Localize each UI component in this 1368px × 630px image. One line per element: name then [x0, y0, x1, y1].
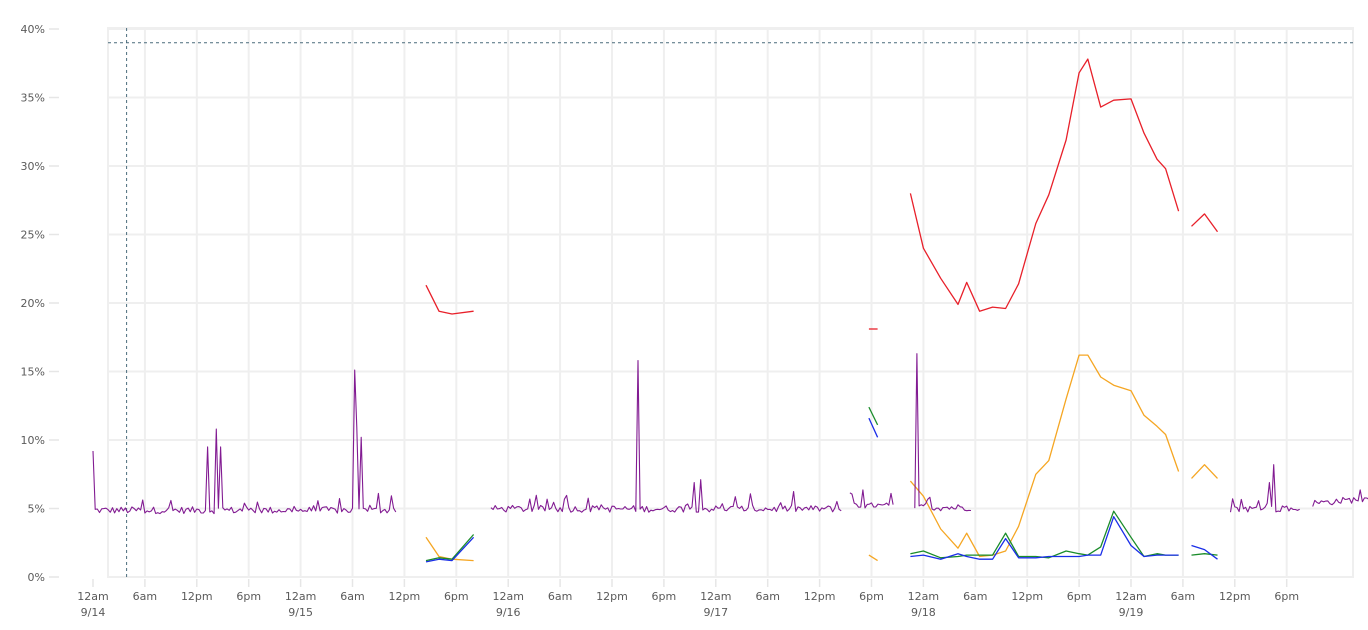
series-segment — [92, 369, 397, 515]
series-segment — [1191, 544, 1218, 560]
x-tick-label: 6am — [755, 590, 779, 603]
x-date-label: 9/18 — [911, 606, 936, 619]
x-date-label: 9/14 — [81, 606, 106, 619]
series-segment — [909, 354, 1180, 558]
y-tick-label: 15% — [21, 366, 45, 379]
x-tick-label: 12am — [77, 590, 108, 603]
y-tick-label: 30% — [21, 160, 45, 173]
series-segment — [425, 536, 474, 562]
y-tick-label: 35% — [21, 92, 45, 105]
x-tick-label: 12am — [700, 590, 731, 603]
series-segment — [849, 489, 894, 509]
x-tick-label: 12pm — [804, 590, 836, 603]
x-date-label: 9/15 — [288, 606, 313, 619]
series-segment — [1191, 464, 1218, 479]
x-tick-label: 6am — [548, 590, 572, 603]
y-tick-label: 20% — [21, 297, 45, 310]
series-segment — [868, 406, 879, 426]
series-segment — [914, 353, 972, 512]
x-tick-label: 12am — [908, 590, 939, 603]
series-orange — [425, 354, 1218, 562]
series-green — [425, 406, 1218, 562]
series-purple — [92, 353, 1368, 515]
y-tick-label: 10% — [21, 434, 45, 447]
x-tick-label: 12pm — [181, 590, 213, 603]
x-tick-label: 6pm — [859, 590, 884, 603]
series-red — [425, 58, 1219, 330]
series-segment — [425, 284, 474, 315]
series-segment — [490, 359, 842, 513]
series-segment — [910, 510, 1179, 559]
series-segment — [1191, 553, 1218, 556]
x-tick-label: 6pm — [652, 590, 677, 603]
x-tick-label: 12pm — [389, 590, 421, 603]
y-axis: 40% 35% 30% 25% 20% 15% 10% 5% 0% — [21, 23, 59, 584]
x-tick-label: 6am — [963, 590, 987, 603]
series-segment — [425, 536, 475, 563]
series-blue — [425, 417, 1218, 563]
x-tick-label: 12am — [285, 590, 316, 603]
series-segment — [1312, 489, 1368, 507]
series-segment — [425, 534, 475, 562]
x-axis: 12am 9/14 6am 12pm 6pm 12am 9/15 6am 12pm 6pm 12am… — [77, 579, 1299, 619]
y-tick-label: 0% — [28, 571, 45, 584]
x-tick-label: 6am — [1171, 590, 1195, 603]
series-segment — [910, 516, 1179, 560]
x-tick-label: 6pm — [444, 590, 469, 603]
x-tick-label: 6pm — [1274, 590, 1299, 603]
series-segment — [909, 58, 1180, 312]
x-tick-label: 12am — [492, 590, 523, 603]
x-date-label: 9/16 — [496, 606, 521, 619]
reference-lines — [108, 28, 1353, 577]
x-tick-label: 12pm — [1219, 590, 1251, 603]
x-tick-label: 12am — [1115, 590, 1146, 603]
x-tick-label: 6am — [340, 590, 364, 603]
x-tick-label: 12pm — [1011, 590, 1043, 603]
grid-lines — [107, 27, 1354, 578]
y-tick-label: 25% — [21, 229, 45, 242]
y-tick-label: 40% — [21, 23, 45, 36]
series-segment — [1191, 213, 1219, 233]
y-tick-label: 5% — [28, 503, 45, 516]
x-date-label: 9/17 — [703, 606, 728, 619]
x-tick-label: 12pm — [596, 590, 628, 603]
series-segment — [868, 554, 878, 562]
series-segment — [1229, 464, 1300, 513]
series-segment — [868, 417, 879, 438]
x-date-label: 9/19 — [1119, 606, 1144, 619]
x-tick-label: 6pm — [1067, 590, 1092, 603]
x-tick-label: 6am — [133, 590, 157, 603]
x-tick-label: 6pm — [236, 590, 261, 603]
series-lines — [92, 58, 1368, 563]
